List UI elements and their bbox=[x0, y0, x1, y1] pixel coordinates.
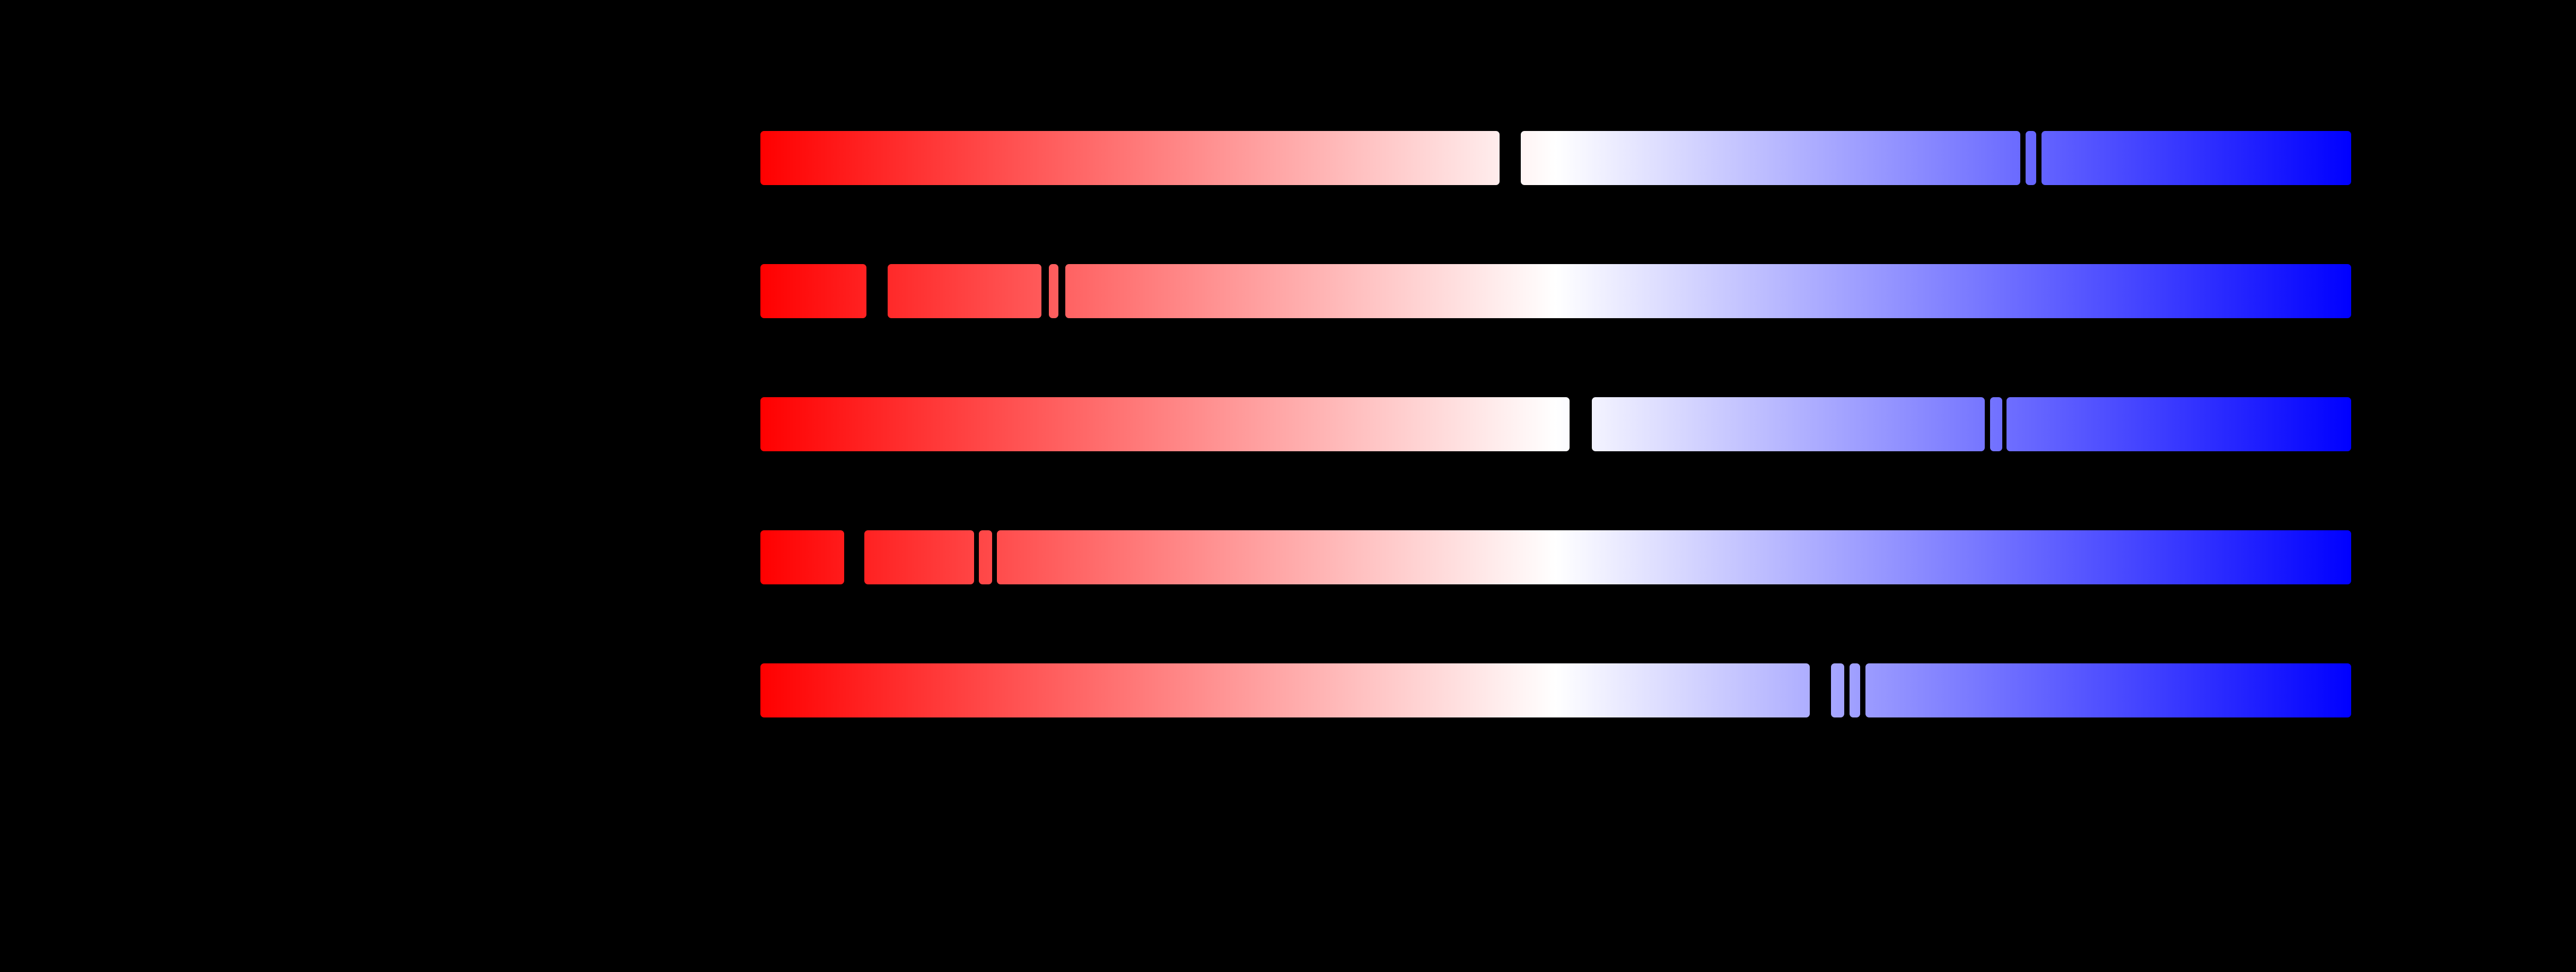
bar-segment bbox=[1521, 131, 2020, 185]
bar-segment bbox=[864, 530, 974, 584]
bar-segment bbox=[2007, 397, 2351, 451]
bar-segment bbox=[1049, 264, 1058, 318]
gradient-bar-row bbox=[760, 663, 2351, 717]
bar-segment bbox=[997, 530, 2351, 584]
gradient-bar-row bbox=[760, 131, 2351, 185]
bar-segment bbox=[760, 663, 1810, 717]
bar-segment bbox=[760, 264, 866, 318]
gradient-bar-row bbox=[760, 530, 2351, 584]
bar-segment bbox=[1831, 663, 1844, 717]
bar-segment bbox=[1850, 663, 1860, 717]
bar-segment bbox=[760, 131, 1500, 185]
bar-segment bbox=[2026, 131, 2036, 185]
bar-segment bbox=[760, 530, 844, 584]
bar-segment bbox=[1592, 397, 1985, 451]
bar-segment bbox=[888, 264, 1041, 318]
bar-segment bbox=[979, 530, 992, 584]
bar-segment bbox=[2041, 131, 2351, 185]
gradient-bar-row bbox=[760, 397, 2351, 451]
bar-segment bbox=[1065, 264, 2351, 318]
bar-segment bbox=[1865, 663, 2351, 717]
gradient-bar-row bbox=[760, 264, 2351, 318]
bar-segment bbox=[1990, 397, 2002, 451]
bar-segment bbox=[760, 397, 1570, 451]
